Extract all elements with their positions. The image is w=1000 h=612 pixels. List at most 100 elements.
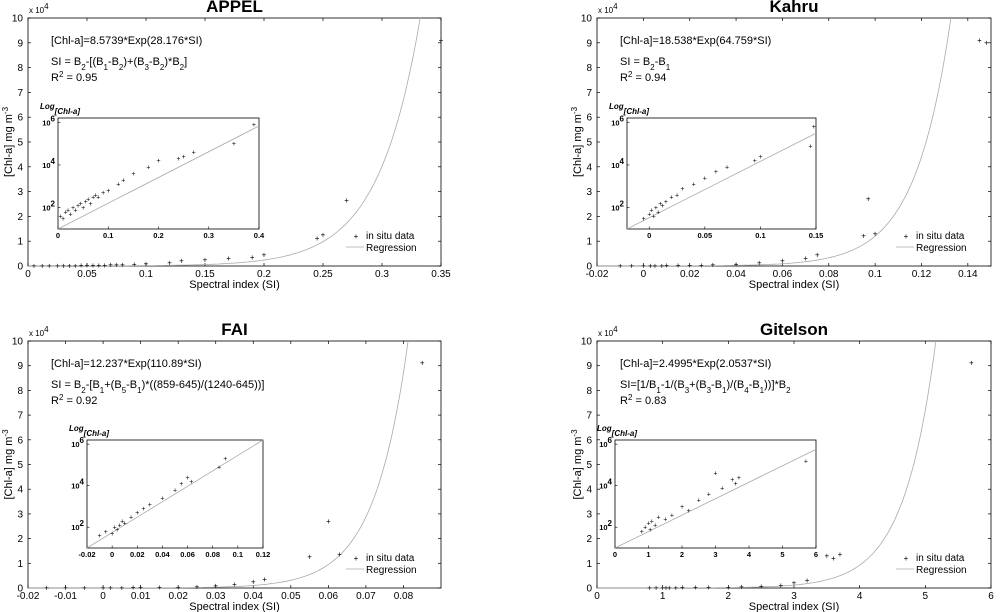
inset-data-point: + [703,175,707,182]
data-point: + [157,583,162,592]
inset-y-tick-label: 104 [599,477,612,491]
y-tick-label: 2 [586,212,592,223]
x-tick-label: 0 [25,269,31,280]
x-axis-label: Spectral index (SI) [749,601,839,612]
inset-data-point: + [116,182,120,189]
si-part: +(B [104,379,121,391]
data-point: + [779,581,784,590]
x-tick-label: 3 [791,591,797,602]
regression-curve [597,17,952,267]
r-squared-value: = 0.92 [63,395,97,407]
si-part: -B [711,379,722,391]
inset-data-point: + [658,201,662,208]
data-point: + [815,250,820,259]
y-tick-label: 5 [586,138,592,149]
data-point: + [73,261,78,270]
y-tick-label: 6 [586,435,592,446]
inset-title: Log[Chl-a] [40,102,80,116]
inset-x-tick-label: 0.02 [130,550,145,559]
inset-y-tick-exp: 2 [620,199,625,208]
regression-equation: [Chl-a]=12.237*Exp(110.89*SI) [51,358,202,370]
data-point: + [824,551,829,560]
x-tick-label: 0.06 [319,591,339,602]
legend-insitu: in situ data [366,231,415,242]
y-tick-label: 1 [17,237,23,248]
inset-data-point: + [734,481,738,488]
r-squared-sup: 2 [628,393,633,402]
si-part: 5 [122,386,127,395]
inset-data-point: + [179,481,183,488]
si-part: SI=[1/B [620,379,656,391]
x-tick-label: 1 [660,591,666,602]
data-point: + [63,583,68,592]
data-point: + [641,261,646,270]
r-squared: R2 = 0.94 [620,70,666,85]
si-part: 4 [744,386,749,395]
data-point: + [618,261,623,270]
si-part: ))]*B [764,379,786,391]
inset-data-point: + [647,212,651,219]
inset-data-point: + [148,502,152,509]
inset-y-tick-base: 10 [42,204,50,213]
data-point: + [144,260,149,269]
y-axis-label-main: [Chl-a] mg m [3,437,15,500]
data-point: + [969,359,974,368]
x-tick-label: 0.04 [726,269,746,280]
inset-y-tick-base: 10 [611,161,619,170]
si-definition: SI=[1/B1-1/(B3+(B3-B1)/(B4-B1))]*B2 [620,379,791,395]
data-point: + [250,253,255,262]
inset-data-point: + [217,465,221,472]
inset-y-tick-label: 106 [611,114,624,128]
data-point: + [676,261,681,270]
si-part: -[B [86,379,100,391]
x-tick-label: 0.08 [819,269,839,280]
inset-data-point: + [804,458,808,465]
inset-title-main: Log [597,424,612,433]
inset-y-tick-label: 106 [599,436,612,450]
x-tick-label: 0.03 [206,591,226,602]
legend-marker: + [354,232,359,241]
inset-y-tick-label: 104 [71,477,84,491]
inset-data-point: + [182,154,186,161]
inset-y-tick-label: 102 [71,519,84,533]
data-point: + [660,261,665,270]
y-tick-label: 10 [12,14,24,25]
inset-y-tick-base: 10 [611,204,619,213]
y-multiplier-exp: 4 [44,325,49,334]
inset-regression-line [626,132,817,230]
legend-insitu: in situ data [916,231,965,242]
y-tick-label: 3 [586,509,592,520]
y-tick-label: 10 [581,14,593,25]
inset-y-tick-label: 104 [42,156,55,170]
regression-curve [597,340,937,589]
data-point: + [102,261,107,270]
data-point: + [664,583,669,592]
inset-data-point: + [646,521,650,528]
inset-y-tick-exp: 4 [80,477,85,486]
inset-y-tick-exp: 4 [608,477,613,486]
inset-data-point: + [84,199,88,206]
data-point: + [977,36,982,45]
data-point: + [648,261,653,270]
y-tick-label: 5 [586,460,592,471]
x-tick-label: 0 [594,591,600,602]
inset-x-tick-label: 0.4 [254,231,265,240]
si-part: )*((859-645)/(1240-645))] [142,379,265,391]
inset-x-tick-label: 0 [56,231,60,240]
si-part: 1 [722,386,727,395]
y-axis-label: [Chl-a] mg m-3 [1,429,16,500]
y-axis-label: [Chl-a] mg m-3 [1,106,16,177]
data-point: + [792,579,797,588]
data-point: + [79,261,84,270]
data-point: + [734,260,739,269]
inset-y-tick-exp: 2 [51,199,56,208]
data-point: + [262,575,267,584]
inset-data-point: + [173,487,177,494]
inset-data-point: + [692,182,696,189]
y-tick-label: 2 [17,212,23,223]
chart-title: Kahru [769,0,818,16]
y-tick-label: 4 [17,162,23,173]
panel-kahru: Kahru-0.02 0 0.02 0.04 0.06 0.08 0.1 0.12 0.1401… [570,0,992,291]
data-point: + [32,261,37,270]
